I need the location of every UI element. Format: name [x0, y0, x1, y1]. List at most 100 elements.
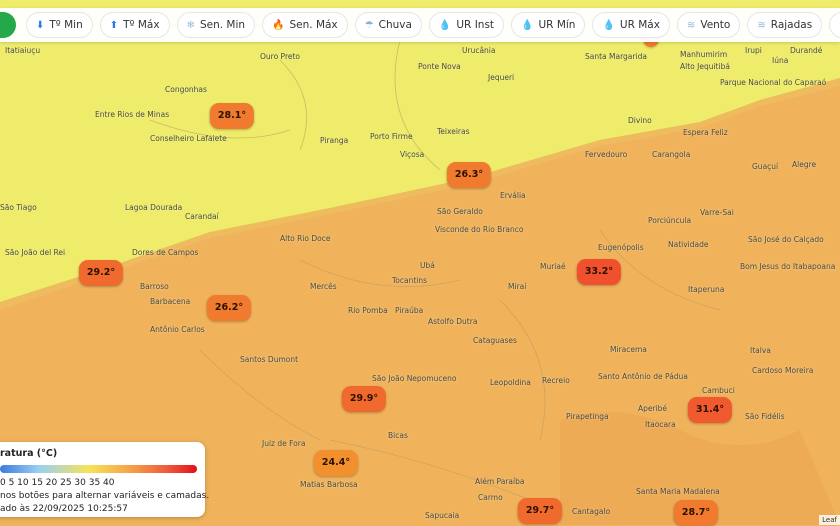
place-label: Parque Nacional do Caparaó	[720, 78, 827, 87]
wind-icon: ≋	[757, 19, 766, 31]
temperature-marker[interactable]: 26.2°	[206, 295, 252, 321]
temperature-marker[interactable]: 29.9°	[341, 386, 387, 412]
toolbar-button-ur-máx[interactable]: 💧 UR Máx	[592, 12, 670, 38]
fire-icon: 🔥	[272, 19, 285, 31]
wind-icon: ≋	[686, 19, 696, 31]
place-label: Carangola	[652, 150, 691, 159]
place-label: Itatiaiuçu	[5, 46, 41, 55]
place-label: Durandé	[790, 46, 823, 55]
place-label: Alegre	[792, 160, 817, 169]
toolbar-button-t-min[interactable]: ⬇ Tº Min	[26, 12, 93, 38]
toolbar-button-label: Tº Máx	[123, 19, 160, 31]
place-label: São Geraldo	[437, 207, 483, 216]
legend-title: ratura (°C)	[0, 448, 58, 459]
place-label: Juiz de Fora	[262, 439, 306, 448]
yellow-zone	[0, 0, 840, 302]
toolbar-button-chuva[interactable]: ☂ Chuva	[354, 12, 422, 38]
temperature-marker[interactable]: 31.4°	[687, 397, 733, 423]
place-label: Rio Pomba	[348, 306, 388, 315]
place-label: Santos Dumont	[240, 355, 299, 364]
place-label: Espera Feliz	[683, 128, 728, 137]
place-label: São Tiago	[0, 203, 37, 212]
place-label: Santa Margarida	[585, 52, 647, 61]
place-label: Jequeri	[488, 73, 515, 82]
rivers-roads	[149, 39, 721, 501]
place-label: Sapucaia	[425, 511, 460, 520]
place-label: São João del Rei	[5, 248, 66, 257]
place-label: Natividade	[668, 240, 709, 249]
snow-icon: ❄	[186, 19, 195, 31]
variable-toolbar: ⬇ Tº Min ⬆ Tº Máx ❄ Sen. Min 🔥 Sen. Máx ☂ Chuva 💧 U…	[0, 8, 840, 42]
place-label: São João Nepomuceno	[372, 374, 457, 383]
place-label: Congonhas	[165, 85, 207, 94]
temperature-marker[interactable]: 29.2°	[78, 260, 124, 286]
place-label: Lagoa Dourada	[125, 203, 183, 212]
arrow-up-icon: ⬆	[109, 19, 119, 31]
temperature-marker[interactable]: 33.2°	[576, 259, 622, 285]
place-label: Divino	[628, 116, 652, 125]
toolbar-button-sen-máx[interactable]: 🔥 Sen. Máx	[262, 12, 348, 38]
color-scale-bar	[0, 465, 197, 473]
legend-updated: ado às 22/09/2025 10:25:57	[0, 504, 128, 514]
place-label: Porto Firme	[370, 132, 413, 141]
place-label: Itaperuna	[688, 285, 725, 294]
toolbar-button-label: UR Mín	[538, 19, 576, 31]
leaflet-attribution[interactable]: Leaf	[819, 515, 840, 525]
temperature-marker[interactable]: 28.1°	[209, 103, 255, 129]
place-label: Visconde do Rio Branco	[435, 225, 524, 234]
place-label: Iúna	[772, 56, 789, 65]
boundary-blend	[0, 78, 840, 310]
legend-hint: nos botões para alternar variáveis e cam…	[0, 491, 210, 501]
place-label: Dores de Campos	[132, 248, 199, 257]
place-label: Aperibé	[638, 404, 668, 413]
droplet-icon: 💧	[521, 19, 534, 31]
temperature-marker[interactable]: 28.7°	[673, 500, 719, 526]
place-label: Alto Rio Doce	[280, 234, 331, 243]
place-label: Viçosa	[400, 150, 425, 159]
place-label: Miraí	[508, 282, 527, 291]
toolbar-button-rajadas-max[interactable]: ≋Rajadas Max	[829, 12, 840, 38]
toolbar-button-ur-inst[interactable]: 💧 UR Inst	[428, 12, 505, 38]
temperature-marker[interactable]: 24.4°	[313, 450, 359, 476]
toolbar-button-ur-mín[interactable]: 💧 UR Mín	[511, 12, 586, 38]
rain-icon: ☂	[364, 19, 374, 31]
place-label: Bicas	[388, 431, 408, 440]
arrow-down-icon: ⬇	[36, 19, 45, 31]
place-label: Italva	[750, 346, 771, 355]
place-label: Recreio	[542, 376, 570, 385]
place-label: Fervedouro	[585, 150, 628, 159]
place-label: Astolfo Dutra	[428, 317, 478, 326]
place-label: Cardoso Moreira	[752, 366, 814, 375]
place-label: Varre-Sai	[700, 208, 734, 217]
place-label: Conselheiro Lafaiete	[150, 134, 227, 143]
place-label: Ouro Preto	[260, 52, 301, 61]
warm-patch	[560, 412, 840, 525]
toolbar-button-t-máx[interactable]: ⬆ Tº Máx	[99, 12, 170, 38]
toolbar-button-vento[interactable]: ≋ Vento	[676, 12, 741, 38]
place-label: Teixeiras	[437, 127, 470, 136]
place-label: Guaçuí	[752, 162, 779, 171]
place-label: Urucânia	[462, 46, 496, 55]
temperature-marker[interactable]: 26.3°	[446, 162, 492, 188]
place-label: Porciúncula	[648, 216, 692, 225]
menu-toggle-button[interactable]	[0, 12, 16, 38]
toolbar-button-rajadas[interactable]: ≋ Rajadas	[747, 12, 823, 38]
place-label: Entre Rios de Minas	[95, 110, 170, 119]
place-label: Alto Jequitibá	[680, 62, 730, 71]
toolbar-button-label: UR Máx	[619, 19, 660, 31]
place-label: Barroso	[140, 282, 169, 291]
place-label: Miracema	[610, 345, 647, 354]
place-label: Barbacena	[150, 297, 191, 306]
place-label: Manhumirim	[680, 50, 728, 59]
place-label: Carmo	[478, 493, 503, 502]
temperature-marker[interactable]: 29.7°	[517, 498, 563, 524]
place-label: Irupi	[745, 46, 762, 55]
toolbar-button-label: Vento	[700, 19, 731, 31]
place-label: Ponte Nova	[418, 62, 461, 71]
toolbar-button-label: Sen. Máx	[289, 19, 338, 31]
place-label: Piraúba	[395, 306, 424, 315]
place-label: Tocantins	[392, 276, 428, 285]
place-label: São José do Calçado	[748, 235, 824, 244]
toolbar-button-sen-min[interactable]: ❄ Sen. Min	[176, 12, 256, 38]
